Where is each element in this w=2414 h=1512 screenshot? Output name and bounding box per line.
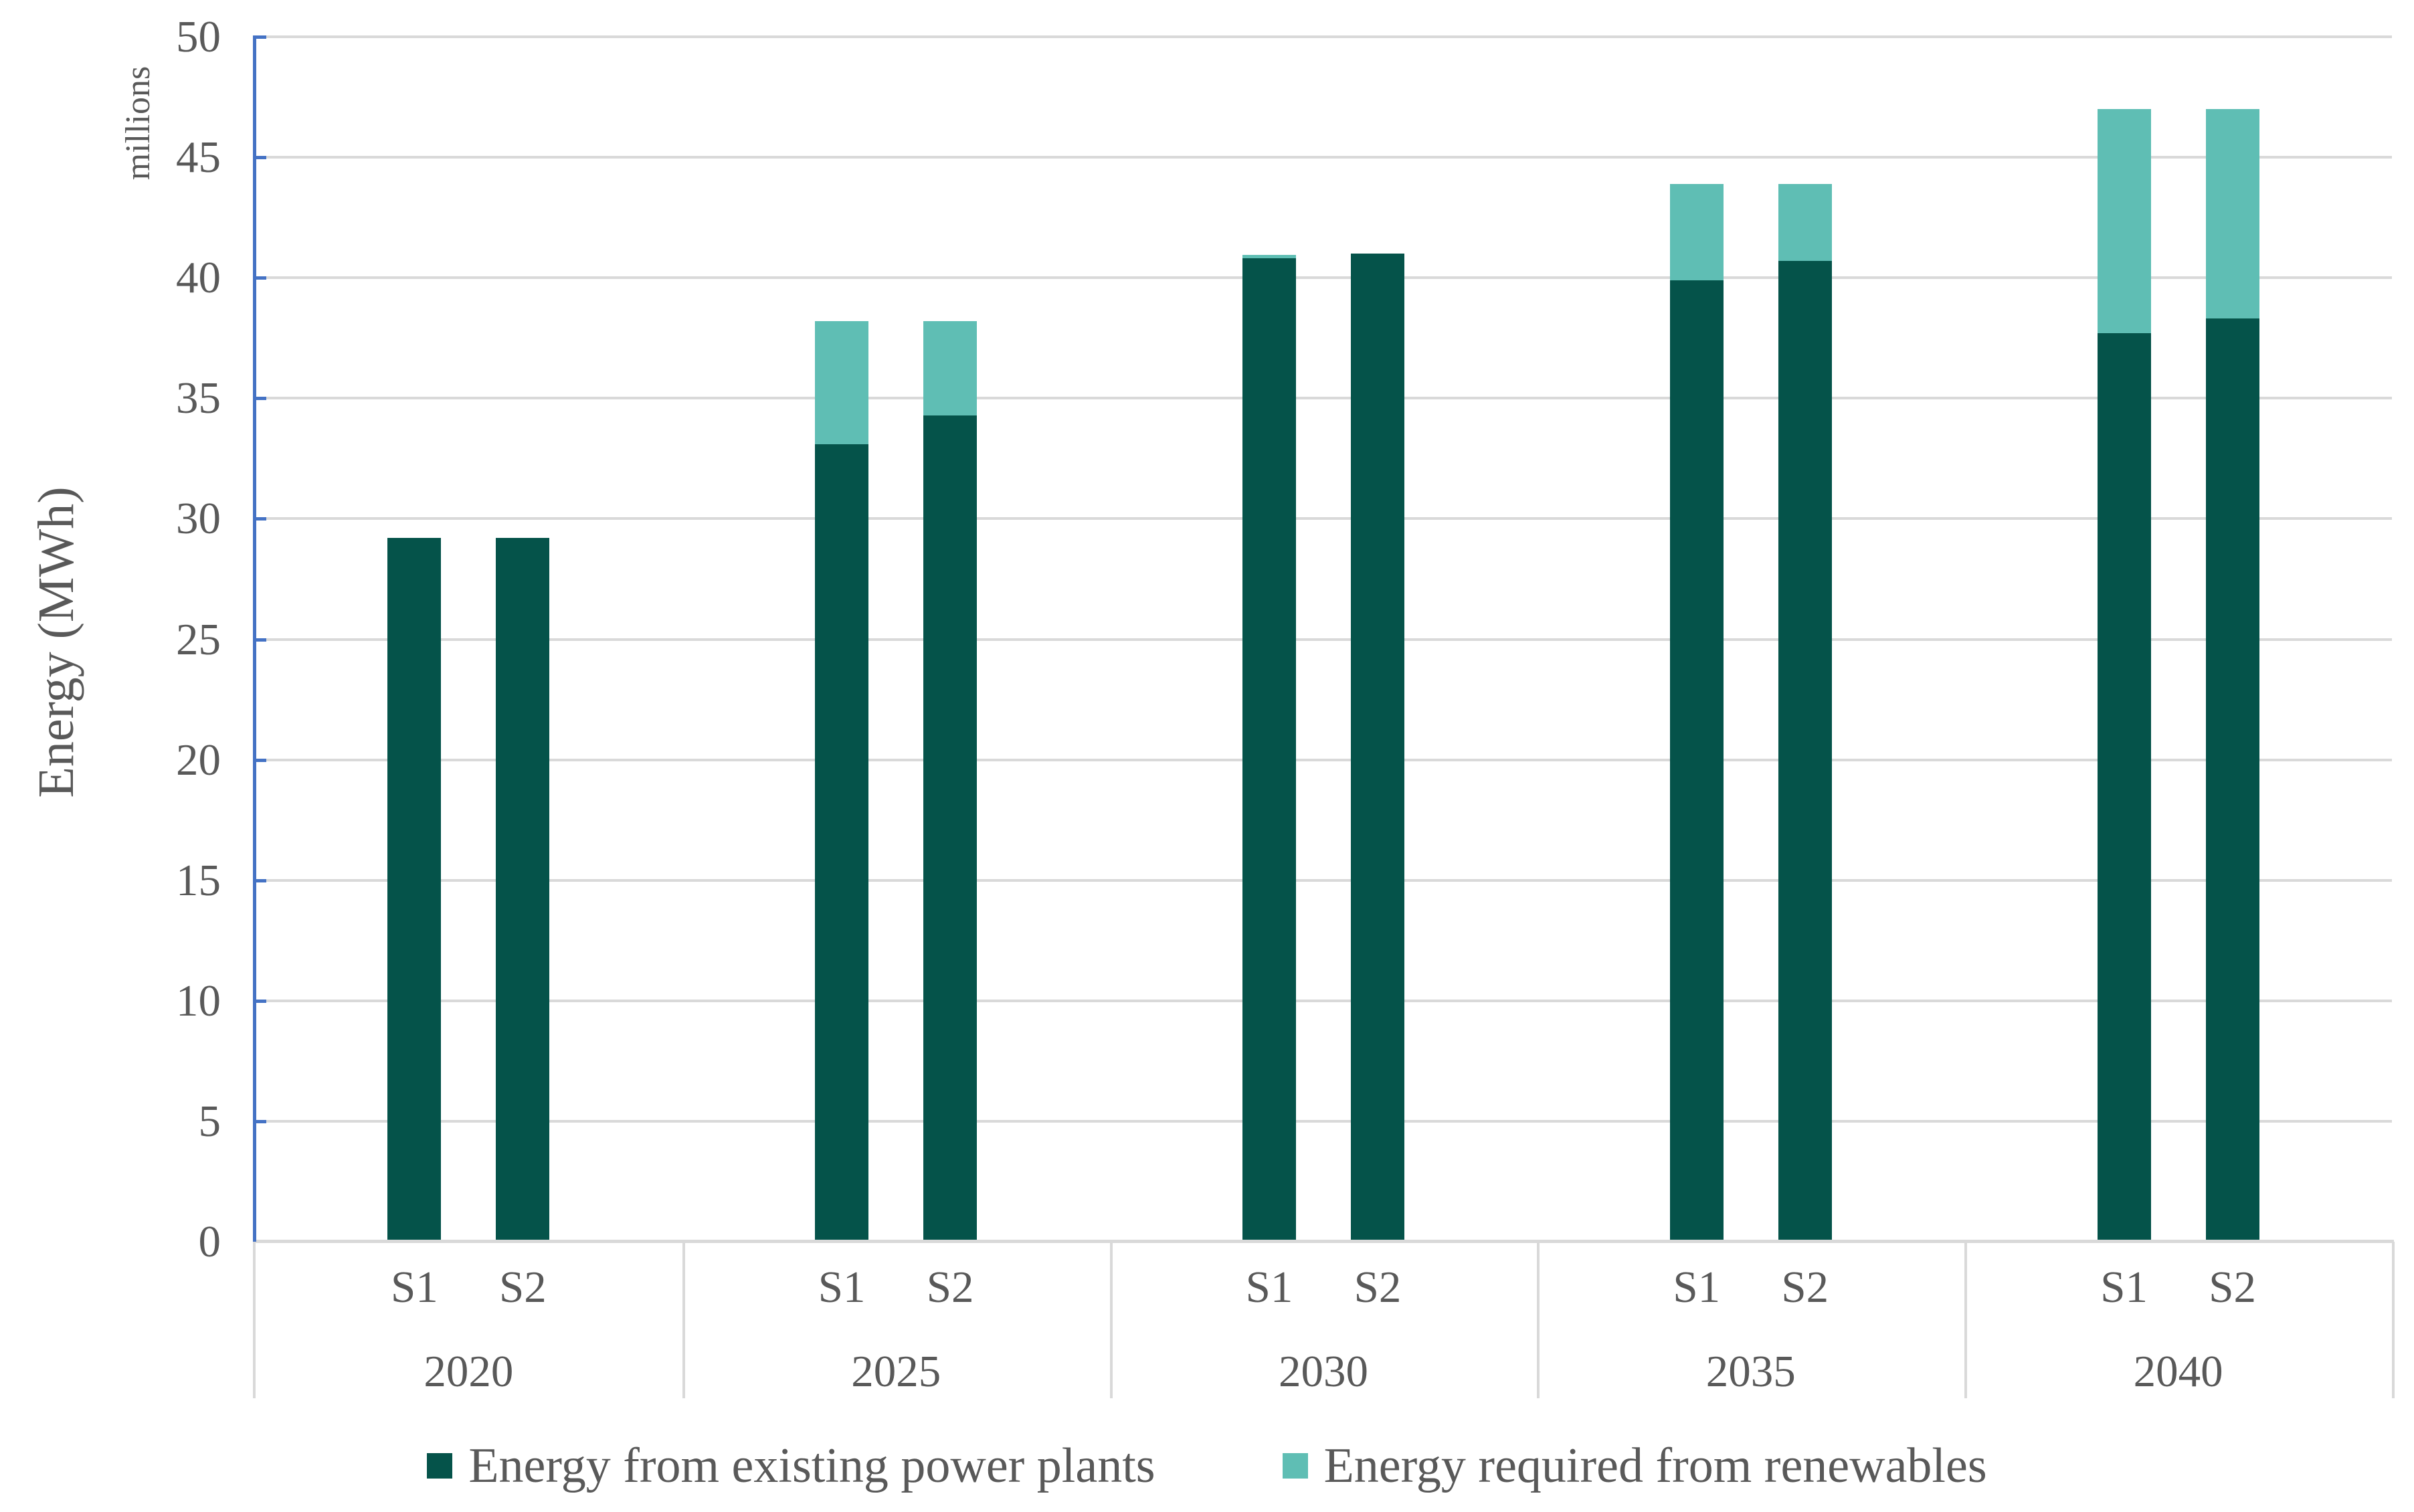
gridline-30	[255, 517, 2392, 521]
y-axis-tick-35	[255, 397, 266, 401]
gridline-10	[255, 999, 2392, 1002]
x-sub-label-2040-S2: S2	[2209, 1262, 2256, 1312]
gridline-35	[255, 397, 2392, 400]
gridline-20	[255, 758, 2392, 761]
x-category-separator-0	[253, 1242, 256, 1398]
y-tick-label-25: 25	[176, 614, 221, 664]
bar-2040-S2-existing	[2205, 318, 2259, 1242]
x-group-label-2030: 2030	[1279, 1347, 1368, 1396]
bar-2035-S2-existing	[1778, 260, 1832, 1242]
x-category-separator-3	[1537, 1242, 1540, 1398]
y-axis-tick-5	[255, 1119, 266, 1123]
legend-label-existing: Energy from existing power plants	[468, 1438, 1155, 1493]
x-axis-line	[253, 1240, 2394, 1243]
y-axis-tick-45	[255, 156, 266, 160]
x-sub-label-2035-S1: S1	[1673, 1262, 1721, 1312]
x-group-label-2035: 2035	[1705, 1347, 1796, 1396]
y-tick-label-45: 45	[176, 132, 221, 183]
bar-2025-S1-existing	[815, 444, 869, 1242]
y-axis-tick-30	[255, 517, 266, 521]
gridline-5	[255, 1119, 2392, 1123]
y-tick-label-30: 30	[176, 494, 221, 544]
bar-2025-S1-renewables	[815, 321, 869, 444]
legend-item-existing: Energy from existing power plants	[427, 1435, 1155, 1497]
bar-2025-S2-renewables	[923, 321, 978, 415]
legend-marker-renewables	[1282, 1453, 1308, 1479]
y-axis-tick-40	[255, 276, 266, 280]
y-axis-tick-10	[255, 999, 266, 1003]
y-axis-tick-20	[255, 758, 266, 762]
legend-marker-existing	[427, 1453, 453, 1479]
y-axis-line	[253, 35, 256, 1242]
bar-2020-S1-existing	[387, 538, 442, 1242]
bar-2025-S2-existing	[923, 415, 978, 1242]
gridline-50	[255, 35, 2392, 38]
x-sub-label-2030-S2: S2	[1354, 1262, 1402, 1312]
y-axis-tick-50	[255, 35, 266, 39]
y-tick-label-50: 50	[176, 12, 221, 62]
gridline-25	[255, 638, 2392, 641]
y-tick-label-10: 10	[176, 975, 221, 1026]
legend-item-renewables: Energy required from renewables	[1282, 1435, 1987, 1497]
bar-2035-S2-renewables	[1778, 183, 1832, 261]
y-tick-label-0: 0	[198, 1217, 221, 1266]
x-sub-label-2035-S2: S2	[1781, 1262, 1829, 1312]
bar-2040-S2-renewables	[2205, 109, 2259, 319]
x-group-label-2025: 2025	[851, 1347, 941, 1396]
y-axis-tick-15	[255, 878, 266, 882]
x-sub-label-2030-S1: S1	[1245, 1262, 1293, 1312]
y-axis-tick-25	[255, 638, 266, 642]
x-sub-label-2020-S2: S2	[499, 1262, 547, 1312]
bar-2035-S1-renewables	[1669, 183, 1724, 280]
gridline-15	[255, 878, 2392, 882]
x-category-separator-4	[1964, 1242, 1968, 1398]
x-sub-label-2020-S1: S1	[391, 1262, 438, 1312]
bar-2035-S1-existing	[1669, 280, 1724, 1242]
y-tick-label-35: 35	[176, 373, 221, 423]
y-tick-label-5: 5	[198, 1096, 221, 1146]
x-category-separator-1	[682, 1242, 685, 1398]
bar-2040-S1-renewables	[2097, 109, 2151, 334]
x-group-label-2020: 2020	[424, 1347, 514, 1396]
x-sub-label-2025-S2: S2	[926, 1262, 974, 1312]
y-tick-label-40: 40	[176, 253, 221, 303]
legend-label-renewables: Energy required from renewables	[1323, 1438, 1987, 1493]
x-sub-label-2025-S1: S1	[818, 1262, 866, 1312]
gridline-40	[255, 276, 2392, 280]
x-category-separator-2	[1109, 1242, 1113, 1398]
y-tick-label-20: 20	[176, 735, 221, 785]
x-group-label-2040: 2040	[2133, 1347, 2223, 1396]
bar-2020-S2-existing	[496, 538, 550, 1242]
legend: Energy from existing power plants Energy…	[0, 1435, 2414, 1497]
bar-2030-S1-renewables	[1242, 254, 1296, 259]
y-tick-label-15: 15	[176, 855, 221, 905]
gridline-45	[255, 156, 2392, 159]
bar-2030-S1-existing	[1242, 258, 1296, 1242]
x-category-separator-5	[2392, 1242, 2395, 1398]
x-sub-label-2040-S1: S1	[2100, 1262, 2148, 1312]
bar-2030-S2-existing	[1351, 254, 1404, 1242]
bar-2040-S1-existing	[2097, 333, 2151, 1242]
